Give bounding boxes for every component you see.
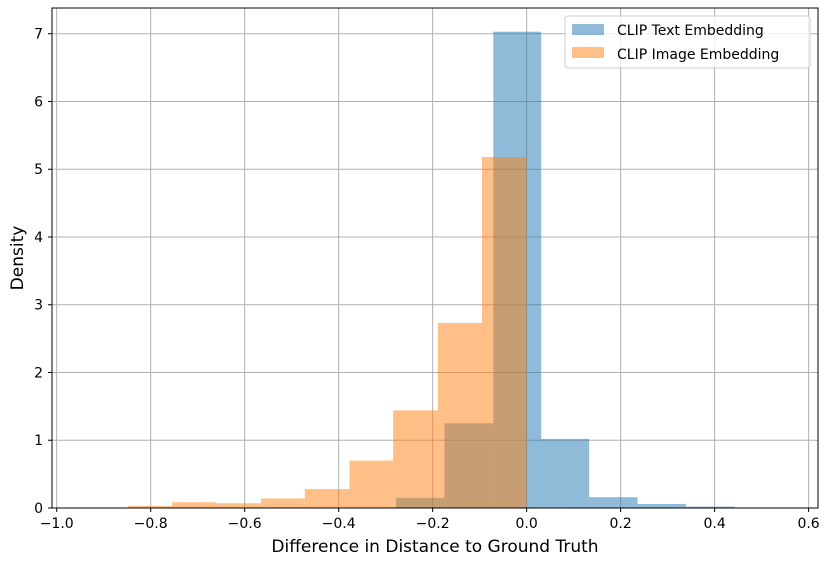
text-embedding-bar — [637, 503, 686, 508]
y-tick-label: 0 — [34, 501, 43, 517]
legend-frame — [564, 15, 811, 69]
legend-label-image: CLIP Image Embedding — [617, 47, 779, 63]
y-tick-label: 4 — [34, 230, 43, 246]
legend: CLIP Text Embedding CLIP Image Embedding — [564, 15, 811, 69]
x-tick-label: 0.2 — [609, 516, 631, 532]
image-embedding-bar — [304, 489, 350, 508]
image-embedding-bar — [128, 505, 173, 508]
plot-frame — [51, 7, 819, 509]
image-embedding-bar — [349, 460, 394, 508]
legend-label-text: CLIP Text Embedding — [617, 23, 764, 39]
y-tick-label: 2 — [34, 365, 43, 381]
legend-swatch-text — [572, 24, 604, 35]
y-tick-label: 6 — [34, 94, 43, 110]
image-embedding-bar — [437, 323, 482, 508]
bars — [128, 31, 735, 508]
ticks: −1.0 −0.8 −0.6 −0.4 −0.2 0.0 0.2 0.4 0.6 0 1 2 3 4 5 6 7 — [34, 27, 820, 532]
image-embedding-bar — [261, 498, 305, 508]
image-embedding-bar — [172, 502, 217, 508]
x-tick-label: −0.6 — [228, 516, 262, 532]
y-tick-label: 7 — [34, 27, 43, 43]
x-tick-label: −0.8 — [134, 516, 168, 532]
y-tick-label: 5 — [34, 162, 43, 178]
image-embedding-bar — [216, 503, 262, 508]
x-tick-label: −0.4 — [322, 516, 356, 532]
y-axis-label: Density — [8, 226, 28, 291]
x-tick-label: −0.2 — [416, 516, 450, 532]
legend-swatch-image — [572, 47, 604, 58]
text-embedding-bar — [685, 506, 735, 508]
image-embedding-bar — [393, 410, 438, 508]
text-embedding-bar — [589, 497, 638, 508]
x-tick-label: 0.6 — [797, 516, 819, 532]
x-axis-label: Difference in Distance to Ground Truth — [271, 537, 598, 557]
image-embedding-bar — [481, 157, 527, 508]
x-tick-label: −1.0 — [40, 516, 74, 532]
text-embedding-bar — [541, 438, 590, 508]
y-tick-label: 1 — [34, 433, 43, 449]
x-tick-label: 0.4 — [703, 516, 725, 532]
x-tick-label: 0.0 — [516, 516, 538, 532]
y-tick-label: 3 — [34, 298, 43, 314]
